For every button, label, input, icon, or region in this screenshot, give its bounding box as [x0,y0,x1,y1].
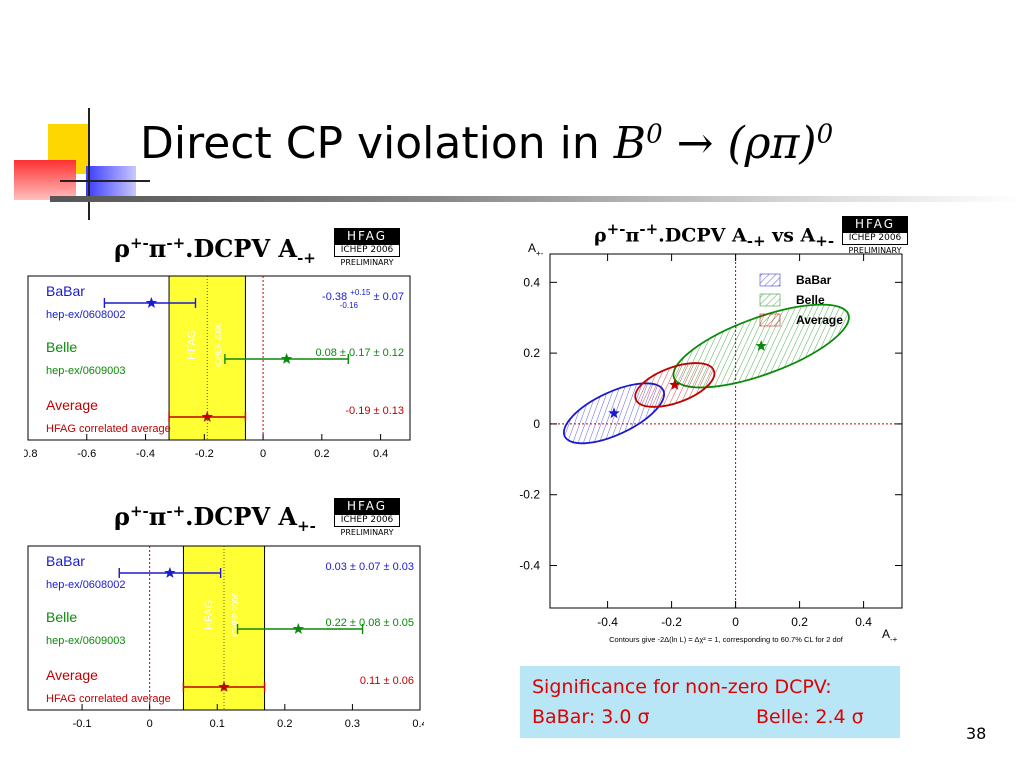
entry-value-sub-0: -0.16 [340,301,359,310]
chart-a-plus-minus: HFAG ICHEP 2006 BaBar hep-ex/0608002 0.03 ± … [27,545,424,730]
hfag-badge-3: HFAG ICHEP 2006 PRELIMINARY [842,216,908,256]
entry-name-1: Belle [46,339,77,355]
legend-swatch-2 [759,313,781,327]
y-axis-label: A+- [528,241,544,258]
y-tick-label-3: 0.2 [523,346,540,360]
legend-label-1: Belle [796,293,825,307]
x-axis-label: A-+ [882,627,898,644]
entry-value-0: -0.38 +0.15 ± 0.07 [322,288,404,303]
entry-name-0: BaBar [46,553,85,569]
x-tick-label-2: -0.4 [136,448,155,460]
x-tick-label-5: 0.4 [412,718,424,730]
entry-ref-1: hep-ex/0609003 [46,365,126,377]
band-label-hfag: HFAG [186,330,198,360]
central-star-0 [164,567,176,578]
x-tick-label-5: 0.2 [314,448,329,460]
legend-swatch-0 [759,273,781,287]
title-math-rhopi-sup: 0 [816,119,834,150]
x-tick-label-0: -0.1 [73,718,92,730]
logo-square-blue [86,166,136,200]
plot1-title: ρ+-π-+.DCPV A-+ [114,234,316,267]
entry-value-0: 0.03 ± 0.07 ± 0.03 [325,561,414,573]
significance-box: Significance for non-zero DCPV: BaBar: 3… [520,666,900,738]
x-tick-label-6: 0.4 [373,448,388,460]
central-star-2 [218,681,230,692]
x-tick-label-3: 0.2 [277,718,292,730]
x-tick-label-3: 0.2 [791,615,808,629]
plot3-title: ρ+-π-+.DCPV A-+ vs A+- [594,220,835,251]
band-label-ichep: ICHEP 2006 [214,322,223,367]
entry-value-1: 0.08 ± 0.17 ± 0.12 [315,347,404,359]
title-math-rhopi: (ρπ) [727,118,817,169]
significance-belle: Belle: 2.4 σ [756,706,864,728]
x-tick-label-4: 0.4 [855,615,872,629]
y-tick-label-1: -0.2 [519,488,540,502]
x-tick-label-0: -0.4 [597,615,618,629]
logo-vertical-line [88,108,90,220]
y-tick-label-2: 0 [533,417,540,431]
hfag-badge-1: HFAG ICHEP 2006 PRELIMINARY [334,228,400,268]
x-tick-label-0: -0.8 [24,448,37,460]
significance-babar: BaBar: 3.0 σ [532,706,650,728]
central-star-0 [145,297,158,308]
entry-name-0: BaBar [46,283,85,299]
x-tick-label-1: -0.6 [77,448,96,460]
entry-ref-1: hep-ex/0609003 [46,635,126,647]
central-star-1 [280,353,293,364]
contour-footnote: Contours give -2Δ(ln L) = Δχ² = 1, corre… [609,635,844,644]
title-underline [50,196,1024,202]
entry-name-2: Average [46,397,98,413]
x-tick-label-1: 0 [147,718,153,730]
page-number: 38 [966,724,987,743]
band-label-ichep: ICHEP 2006 [231,592,240,637]
entry-value-2: -0.19 ± 0.13 [345,405,404,417]
entry-ref-0: hep-ex/0608002 [46,579,126,591]
chart-2d-contours: -0.4 -0.2 0 0.2 0.4 -0.4 -0.2 0 0.2 0.4 BaBar Belle… [519,241,903,644]
title-math-b-sup: 0 [646,119,663,150]
slide-title: Direct CP violation in B0 → (ρπ)0 [140,118,833,169]
x-tick-label-2: 0 [732,615,739,629]
title-math-arrow: → [662,118,728,169]
entry-value-1: 0.22 ± 0.08 ± 0.05 [325,617,414,629]
x-tick-label-3: -0.2 [195,448,214,460]
entry-name-1: Belle [46,609,77,625]
entry-ref-2: HFAG correlated average [46,423,171,435]
entry-ref-2: HFAG correlated average [46,693,171,705]
legend-label-0: BaBar [796,273,832,287]
title-math-b: B [613,118,647,169]
central-star-1 [292,623,305,634]
y-tick-label-0: -0.4 [519,559,540,573]
x-tick-label-2: 0.1 [210,718,225,730]
plot2-title: ρ+-π-+.DCPV A+- [114,502,316,535]
logo-horizontal-line [60,180,150,182]
central-star-belle [755,340,767,351]
significance-line1: Significance for non-zero DCPV: [532,676,832,698]
chart-a-minus-plus: HFAG ICHEP 2006 BaBar hep-ex/0608002 -0.38 +… [24,275,411,460]
significance-line2: BaBar: 3.0 σ Belle: 2.4 σ [532,702,888,732]
legend-label-2: Average [796,313,843,327]
entry-name-2: Average [46,667,98,683]
central-star-2 [201,411,213,422]
entry-value-2: 0.11 ± 0.06 [360,675,414,687]
legend-swatch-1 [759,293,781,307]
title-text: Direct CP violation in [140,118,614,169]
entry-ref-0: hep-ex/0608002 [46,309,126,321]
x-tick-label-4: 0 [260,448,266,460]
central-star-average [669,379,681,390]
band-label-hfag: HFAG [203,600,215,630]
x-tick-label-1: -0.2 [661,615,682,629]
hfag-badge-2: HFAG ICHEP 2006 PRELIMINARY [334,498,400,538]
y-tick-label-4: 0.4 [523,275,540,289]
x-tick-label-4: 0.3 [345,718,360,730]
central-star-babar [608,407,620,419]
